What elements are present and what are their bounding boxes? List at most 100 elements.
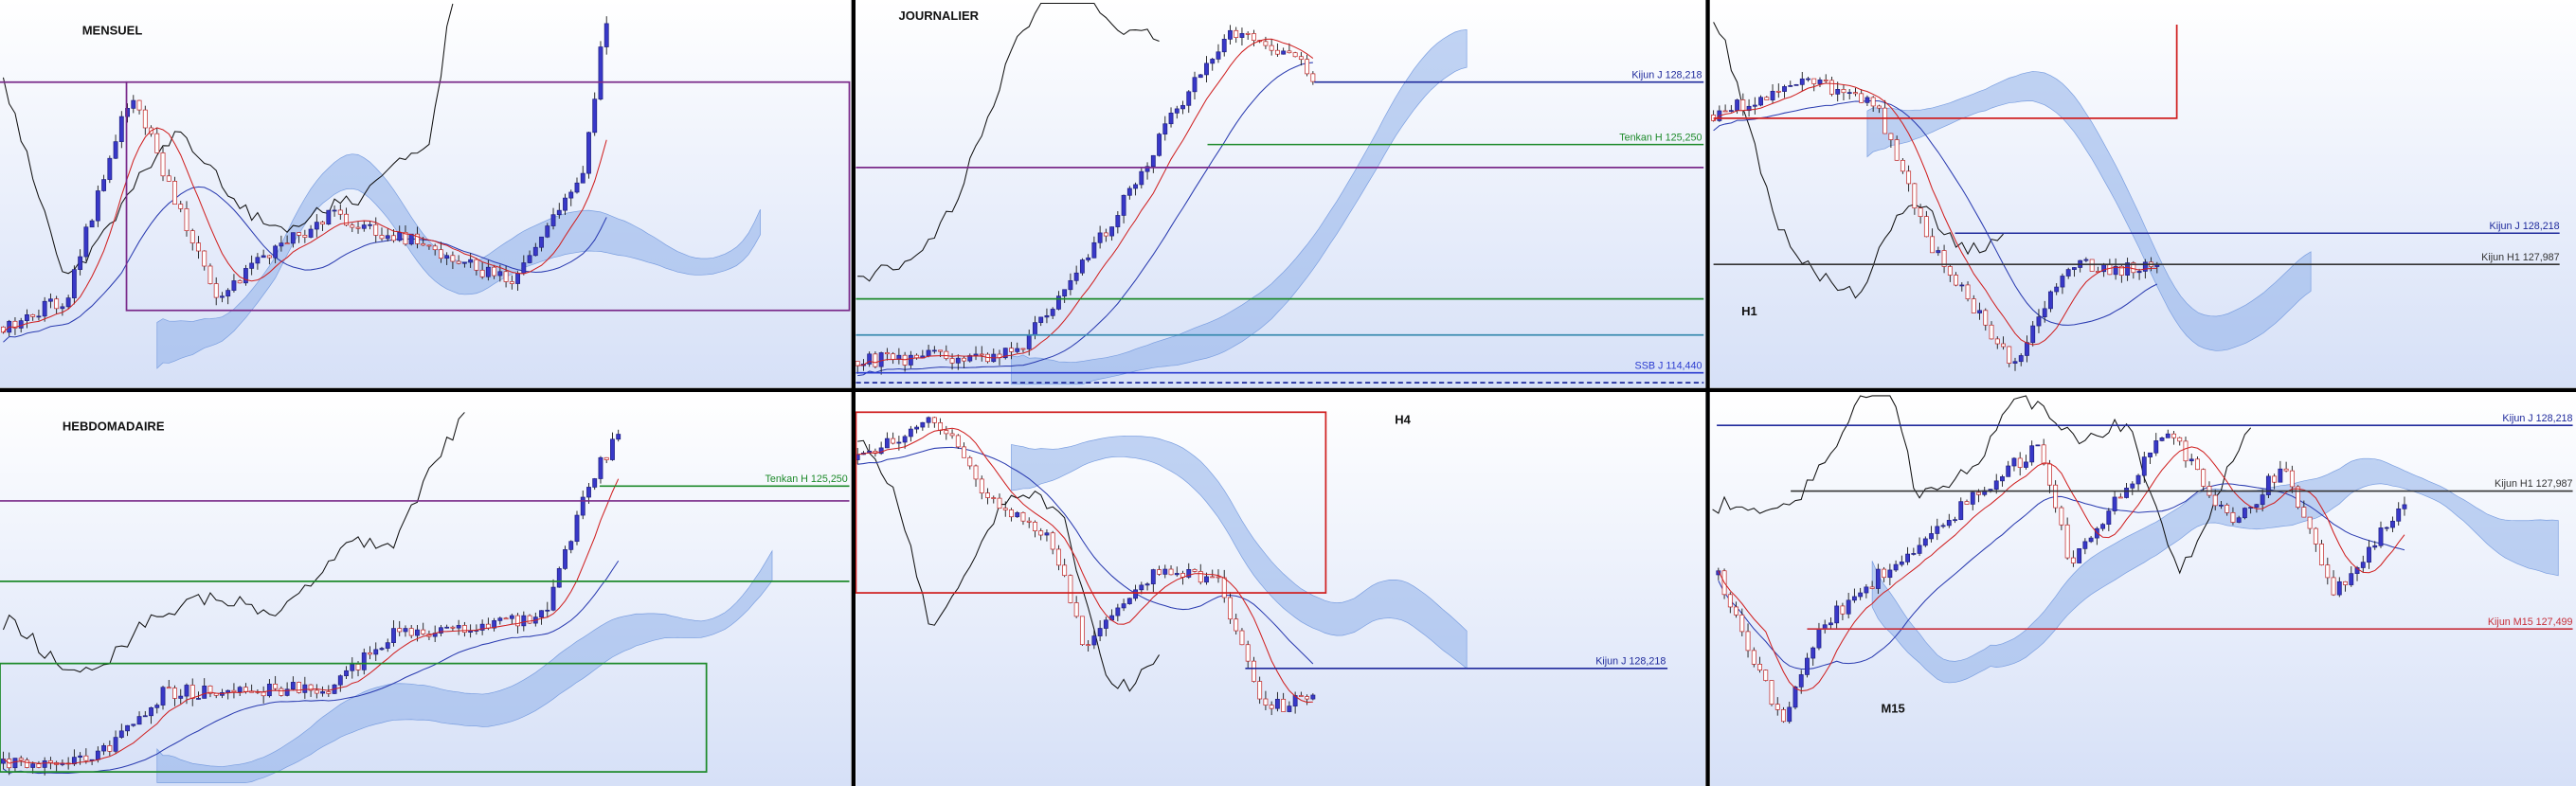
candle-body xyxy=(178,204,184,209)
panel-bg xyxy=(0,0,852,388)
candle-body xyxy=(603,456,609,460)
candle-body xyxy=(949,358,955,364)
candle-body xyxy=(1292,695,1298,706)
panel-title: H1 xyxy=(1741,304,1757,318)
candle-body xyxy=(1103,619,1108,629)
candle-body xyxy=(2124,487,2129,498)
candle-body xyxy=(891,353,896,360)
candle-body xyxy=(896,441,902,444)
tenkan-line xyxy=(3,478,620,765)
ichimoku-cloud xyxy=(156,153,761,369)
candle-body xyxy=(89,220,95,228)
level-label: Kijun J 128,218 xyxy=(2502,413,2572,424)
candle-body xyxy=(284,242,290,245)
candle-body xyxy=(1115,607,1121,616)
candle-body xyxy=(332,209,337,212)
candle-body xyxy=(1228,597,1233,620)
candle-body xyxy=(1310,73,1316,82)
candle-body xyxy=(967,456,973,467)
candle-body xyxy=(1734,606,1738,616)
level-label: Kijun H1 127,987 xyxy=(2481,252,2559,263)
candle-body xyxy=(2260,494,2265,506)
level-label: Tenkan H 125,250 xyxy=(766,473,848,485)
candle-body xyxy=(290,682,296,690)
candle-body xyxy=(118,730,124,738)
candle-body xyxy=(1751,650,1756,665)
lagging-line xyxy=(857,439,1160,692)
candle-body xyxy=(2313,527,2318,545)
candle-body xyxy=(2254,504,2260,508)
candle-body xyxy=(1192,569,1198,572)
candle-body xyxy=(196,242,201,252)
candle-body xyxy=(2212,494,2218,507)
candle-body xyxy=(580,496,585,516)
candle-body xyxy=(2384,527,2389,529)
candle-body xyxy=(444,626,450,629)
candle-body xyxy=(1298,695,1304,697)
candle-body xyxy=(54,298,60,310)
candle-body xyxy=(2113,265,2118,276)
candle-body xyxy=(450,255,456,262)
candle-body xyxy=(220,295,225,298)
candle-body xyxy=(261,255,266,259)
candle-body xyxy=(2053,484,2059,509)
candle-body xyxy=(113,141,118,159)
candle-body xyxy=(1150,154,1156,168)
candle-body xyxy=(415,629,420,636)
candle-body xyxy=(149,706,153,717)
candle-body xyxy=(2319,544,2324,565)
panel-title: JOURNALIER xyxy=(899,9,980,23)
candle-body xyxy=(497,271,503,277)
candle-body xyxy=(1817,80,1823,84)
candle-body xyxy=(154,133,160,153)
candle-body xyxy=(2107,263,2113,276)
candle-body xyxy=(1989,324,1994,340)
candle-body xyxy=(539,236,544,248)
candle-body xyxy=(408,233,414,245)
candle-body xyxy=(509,281,514,284)
candle-body xyxy=(1788,84,1793,87)
candle-body xyxy=(2042,308,2047,317)
candle-body xyxy=(908,428,913,438)
lagging-line xyxy=(1713,22,2004,299)
candle-body xyxy=(973,465,979,480)
candle-body xyxy=(101,179,107,191)
candle-body xyxy=(361,652,367,670)
candle-body xyxy=(1305,696,1310,700)
candle-body xyxy=(1811,78,1817,84)
candle-body xyxy=(1970,491,1975,505)
candle-body xyxy=(521,615,527,627)
candle-body xyxy=(78,256,83,270)
candle-body xyxy=(1133,184,1139,189)
panel-title: M15 xyxy=(1881,702,1904,716)
panel-title: MENSUEL xyxy=(82,23,143,37)
candle-body xyxy=(1993,480,1999,490)
candle-body xyxy=(1899,562,1904,565)
candle-body xyxy=(1062,289,1068,297)
candle-body xyxy=(207,686,213,694)
candle-body xyxy=(1228,29,1233,40)
candle-body xyxy=(1115,215,1121,227)
candle-body xyxy=(30,314,36,317)
candle-body xyxy=(118,116,124,142)
candle-body xyxy=(2036,316,2042,327)
candle-body xyxy=(95,750,100,760)
candle-body xyxy=(2201,469,2207,487)
candle-body xyxy=(485,623,491,629)
tenkan-line xyxy=(3,127,607,333)
candle-body xyxy=(1828,622,1833,626)
candle-body xyxy=(1781,709,1786,723)
candle-body xyxy=(95,190,100,222)
candle-body xyxy=(1882,107,1888,134)
candle-body xyxy=(1210,59,1216,64)
candle-body xyxy=(1144,583,1150,586)
candle-body xyxy=(1841,89,1846,94)
candle-body xyxy=(1174,573,1180,576)
candle-body xyxy=(1775,90,1781,93)
candle-body xyxy=(403,232,408,245)
candle-body xyxy=(12,320,18,329)
candle-body xyxy=(527,255,532,263)
candle-body xyxy=(2165,433,2171,438)
